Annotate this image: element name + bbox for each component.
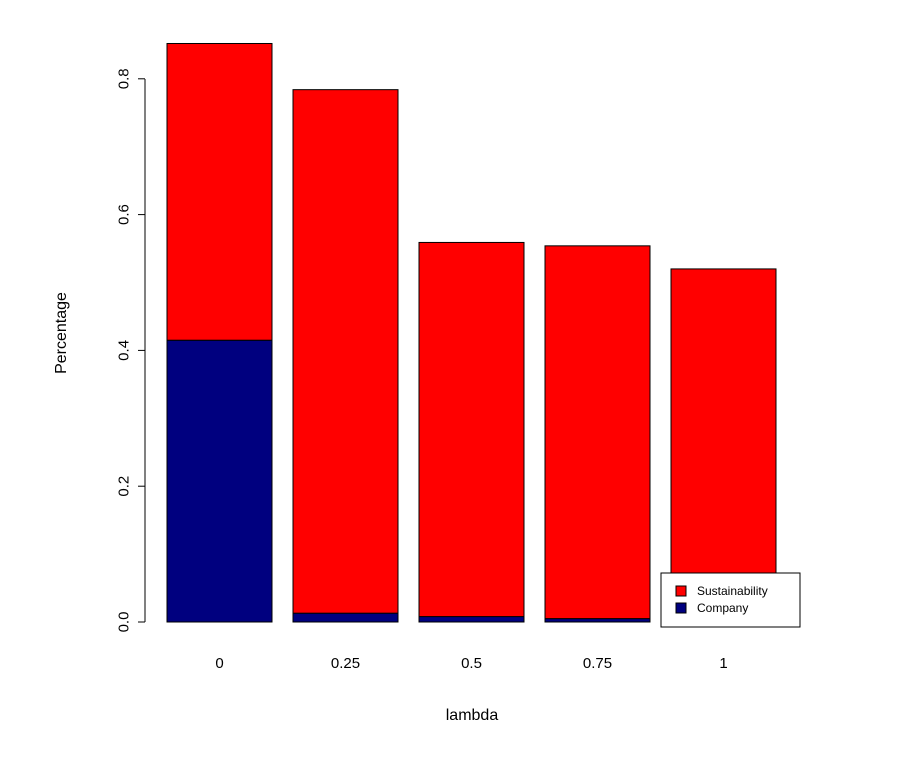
- y-tick-label: 0.0: [115, 612, 132, 633]
- bar-sustainability-0.25: [292, 89, 399, 614]
- x-axis-title: lambda: [446, 707, 499, 724]
- y-tick-label: 0.8: [115, 68, 132, 89]
- x-tick-label: 0.5: [461, 655, 482, 672]
- y-axis-title: Percentage: [53, 292, 70, 374]
- bar-company-0.75: [544, 618, 651, 623]
- y-tick-label: 0.2: [115, 476, 132, 497]
- bar-sustainability-1: [670, 268, 777, 623]
- y-axis: 0.0 0.2 0.4 0.6 0.8: [115, 68, 146, 632]
- legend-box: [660, 572, 801, 628]
- legend-swatch-company: [675, 602, 687, 614]
- legend: Sustainability Company: [660, 572, 801, 628]
- legend-label-sustainability: Sustainability: [697, 584, 768, 598]
- y-tick-label: 0.6: [115, 204, 132, 225]
- x-tick-label: 0: [215, 655, 223, 672]
- y-ticks: 0.0 0.2 0.4 0.6 0.8: [115, 68, 145, 632]
- y-tick-label: 0.4: [115, 340, 132, 361]
- x-tick-label: 0.75: [583, 655, 612, 672]
- bar-sustainability-0: [166, 42, 273, 341]
- legend-swatch-sustainability: [675, 585, 687, 597]
- bars: [166, 42, 777, 623]
- bar-company-0.25: [292, 612, 399, 623]
- bar-sustainability-0.75: [544, 245, 651, 620]
- x-tick-label: 0.25: [331, 655, 360, 672]
- x-tick-labels: 0 0.25 0.5 0.75 1: [215, 655, 727, 672]
- bar-sustainability-0.5: [418, 241, 525, 618]
- bar-company-0.5: [418, 616, 525, 623]
- x-tick-label: 1: [719, 655, 727, 672]
- legend-label-company: Company: [697, 601, 748, 615]
- bar-company-0: [166, 339, 273, 623]
